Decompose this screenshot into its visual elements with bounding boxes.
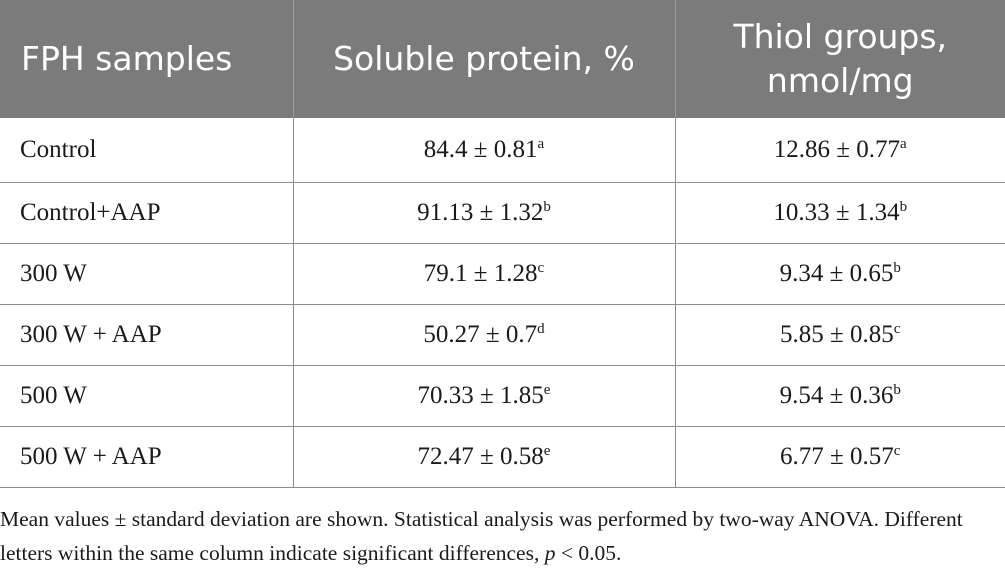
thiol-groups-cell: 12.86 ± 0.77a: [675, 118, 1005, 183]
footnote-text: Mean values ± standard deviation are sho…: [0, 507, 963, 565]
header-row: FPH samples Soluble protein, % Thiol gro…: [0, 0, 1005, 118]
thiol-groups-value: 9.34 ± 0.65: [779, 259, 894, 287]
thiol-groups-value: 9.54 ± 0.36: [779, 381, 894, 409]
table-header: FPH samples Soluble protein, % Thiol gro…: [0, 0, 1005, 118]
header-soluble-protein: Soluble protein, %: [293, 0, 676, 118]
significance-letter: c: [893, 442, 901, 459]
sample-cell: 300 W: [0, 243, 294, 305]
significance-letter: a: [537, 135, 545, 152]
significance-letter: c: [537, 259, 545, 276]
table-row: 300 W 79.1 ± 1.28c 9.34 ± 0.65b: [0, 243, 1005, 305]
thiol-groups-cell: 6.77 ± 0.57c: [675, 426, 1005, 488]
significance-letter: b: [899, 198, 908, 215]
soluble-protein-value: 91.13 ± 1.32: [417, 198, 544, 226]
thiol-groups-cell: 9.34 ± 0.65b: [675, 243, 1005, 305]
sample-cell: 300 W + AAP: [0, 304, 294, 366]
soluble-protein-value: 70.33 ± 1.85: [417, 381, 544, 409]
thiol-groups-cell: 9.54 ± 0.36b: [675, 365, 1005, 427]
soluble-protein-value: 84.4 ± 0.81: [423, 135, 538, 163]
header-thiol-groups: Thiol groups, nmol/mg: [675, 0, 1005, 118]
significance-letter: a: [900, 135, 907, 152]
significance-letter: b: [893, 381, 901, 398]
sample-cell: 500 W + AAP: [0, 426, 294, 488]
table-footnote: Mean values ± standard deviation are sho…: [0, 502, 1005, 570]
soluble-protein-cell: 72.47 ± 0.58e: [293, 426, 676, 488]
header-fph-samples: FPH samples: [0, 0, 294, 118]
sample-cell: Control: [0, 118, 294, 183]
significance-letter: e: [543, 381, 551, 398]
table-row: 500 W 70.33 ± 1.85e 9.54 ± 0.36b: [0, 365, 1005, 427]
table-row: 500 W + AAP 72.47 ± 0.58e 6.77 ± 0.57c: [0, 426, 1005, 488]
soluble-protein-cell: 79.1 ± 1.28c: [293, 243, 676, 305]
header-thiol-groups-text: Thiol groups, nmol/mg: [733, 17, 948, 100]
significance-letter: d: [537, 320, 545, 337]
table-row: Control+AAP 91.13 ± 1.32b 10.33 ± 1.34b: [0, 182, 1005, 244]
table-row: 300 W + AAP 50.27 ± 0.7d 5.85 ± 0.85c: [0, 304, 1005, 366]
thiol-groups-cell: 5.85 ± 0.85c: [675, 304, 1005, 366]
significance-letter: b: [543, 198, 551, 215]
thiol-groups-cell: 10.33 ± 1.34b: [675, 182, 1005, 244]
table-row: Control 84.4 ± 0.81a 12.86 ± 0.77a: [0, 118, 1005, 183]
thiol-groups-value: 12.86 ± 0.77: [773, 135, 901, 163]
thiol-groups-value: 10.33 ± 1.34: [773, 198, 900, 226]
table-body: Control 84.4 ± 0.81a 12.86 ± 0.77a Contr…: [0, 118, 1005, 488]
soluble-protein-cell: 70.33 ± 1.85e: [293, 365, 676, 427]
significance-letter: c: [893, 320, 901, 337]
data-table: FPH samples Soluble protein, % Thiol gro…: [0, 0, 1005, 488]
soluble-protein-value: 79.1 ± 1.28: [423, 259, 538, 287]
footnote-p-symbol: p: [544, 541, 556, 565]
significance-letter: e: [543, 442, 551, 459]
soluble-protein-value: 72.47 ± 0.58: [417, 442, 544, 470]
sample-cell: Control+AAP: [0, 182, 294, 244]
thiol-groups-value: 6.77 ± 0.57: [780, 442, 894, 470]
thiol-groups-value: 5.85 ± 0.85: [780, 320, 894, 348]
footnote-threshold: < 0.05.: [555, 541, 622, 565]
soluble-protein-value: 50.27 ± 0.7: [423, 320, 538, 348]
significance-letter: b: [893, 259, 901, 276]
soluble-protein-cell: 84.4 ± 0.81a: [293, 118, 676, 183]
sample-cell: 500 W: [0, 365, 294, 427]
soluble-protein-cell: 91.13 ± 1.32b: [293, 182, 676, 244]
soluble-protein-cell: 50.27 ± 0.7d: [293, 304, 676, 366]
